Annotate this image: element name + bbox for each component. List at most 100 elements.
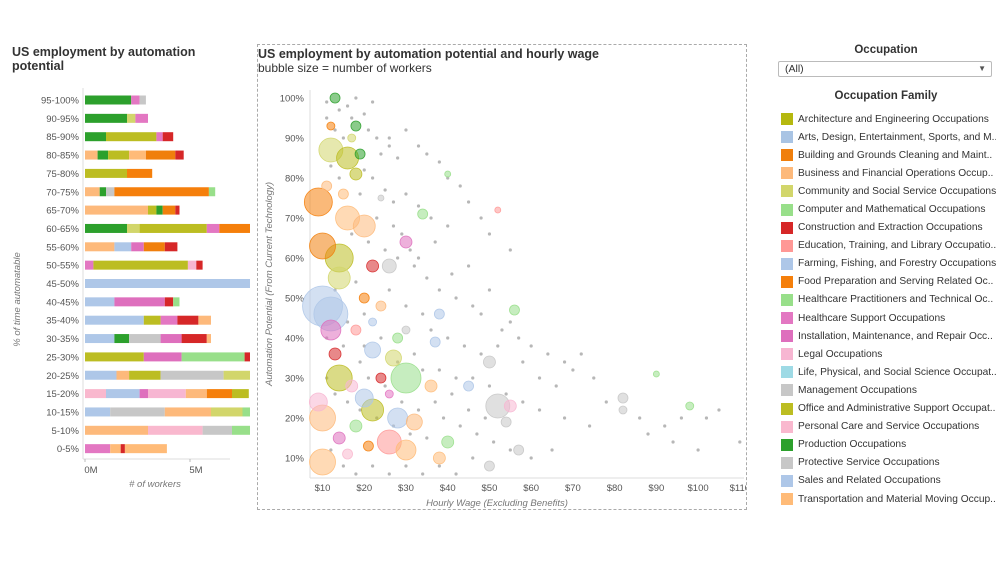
legend-item[interactable]: Food Preparation and Serving Related Oc.…: [781, 273, 996, 291]
bubble-point-small[interactable]: [345, 400, 350, 404]
bar-segment[interactable]: [143, 352, 182, 362]
bubble-point-small[interactable]: [354, 96, 358, 100]
bubble-point-small[interactable]: [458, 184, 462, 188]
bar-segment[interactable]: [85, 168, 127, 178]
bubble-point[interactable]: [349, 419, 363, 433]
bubble-point-small[interactable]: [458, 424, 462, 428]
legend-item[interactable]: Life, Physical, and Social Science Occup…: [781, 363, 996, 381]
bubble-point[interactable]: [345, 379, 359, 393]
bubble-point-small[interactable]: [366, 376, 371, 380]
legend-item[interactable]: Arts, Design, Entertainment, Sports, and…: [781, 128, 996, 146]
legend-item[interactable]: Legal Occupations: [781, 345, 996, 363]
bar-segment[interactable]: [148, 425, 203, 435]
legend-item[interactable]: Installation, Maintenance, and Repair Oc…: [781, 327, 996, 345]
bar-segment[interactable]: [85, 95, 132, 105]
bubble-point-small[interactable]: [508, 320, 512, 324]
bubble-point-small[interactable]: [341, 464, 345, 468]
legend-item[interactable]: Office and Administrative Support Occupa…: [781, 400, 996, 418]
bubble-point[interactable]: [390, 362, 422, 394]
bubble-point[interactable]: [385, 349, 402, 367]
legend-item[interactable]: Protective Service Occupations: [781, 454, 996, 472]
bubble-point-small[interactable]: [412, 352, 416, 356]
bar-segment[interactable]: [131, 242, 144, 252]
bubble-point-small[interactable]: [508, 248, 512, 252]
bubble-point-small[interactable]: [454, 472, 458, 476]
bubble-point-small[interactable]: [400, 400, 404, 404]
bubble-point-small[interactable]: [358, 192, 362, 196]
bubble-point-small[interactable]: [500, 328, 504, 332]
bubble-point-small[interactable]: [354, 280, 358, 284]
bubble-point[interactable]: [364, 341, 381, 359]
bubble-point-small[interactable]: [450, 272, 454, 276]
bubble-point-small[interactable]: [479, 216, 483, 220]
bubble-point-small[interactable]: [337, 176, 341, 180]
bubble-point[interactable]: [375, 372, 387, 384]
bubble-point[interactable]: [494, 206, 502, 214]
bar-segment[interactable]: [85, 187, 100, 197]
bubble-point-small[interactable]: [704, 416, 709, 420]
bar-segment[interactable]: [106, 187, 115, 197]
bubble-point-small[interactable]: [379, 152, 383, 156]
bar-segment[interactable]: [85, 352, 144, 362]
bar-segment[interactable]: [143, 242, 165, 252]
bubble-point-small[interactable]: [429, 328, 433, 332]
bar-segment[interactable]: [196, 260, 203, 270]
bar-segment[interactable]: [129, 334, 161, 344]
bar-segment[interactable]: [162, 205, 176, 215]
bar-segment[interactable]: [85, 407, 111, 417]
bubble-point-small[interactable]: [421, 312, 425, 316]
bar-segment[interactable]: [106, 132, 157, 142]
bubble-point-small[interactable]: [466, 264, 471, 268]
bar-segment[interactable]: [160, 334, 182, 344]
bar-segment[interactable]: [181, 352, 245, 362]
bubble-point[interactable]: [354, 148, 366, 160]
bar-segment[interactable]: [114, 242, 132, 252]
bubble-point-small[interactable]: [333, 128, 337, 132]
bubble-point-small[interactable]: [475, 432, 479, 436]
bar-segment[interactable]: [127, 168, 153, 178]
bubble-point-small[interactable]: [446, 336, 450, 340]
legend-item[interactable]: Computer and Mathematical Occupations: [781, 200, 996, 218]
bar-segment[interactable]: [160, 315, 178, 325]
bar-segment[interactable]: [85, 113, 127, 123]
bar-segment[interactable]: [198, 315, 211, 325]
bar-segment[interactable]: [242, 407, 251, 417]
bubble-point[interactable]: [503, 399, 517, 413]
bubble-point[interactable]: [350, 324, 362, 336]
bubble-point[interactable]: [483, 355, 496, 369]
bubble-point-small[interactable]: [537, 376, 542, 380]
bubble-point[interactable]: [320, 319, 342, 341]
bubble-point-small[interactable]: [663, 424, 667, 428]
bubble-point-small[interactable]: [375, 216, 379, 220]
bubble-point[interactable]: [617, 392, 629, 404]
bar-segment[interactable]: [85, 334, 115, 344]
bubble-point[interactable]: [618, 405, 628, 415]
bubble-point-small[interactable]: [362, 168, 366, 172]
bar-segment[interactable]: [232, 425, 250, 435]
bar-segment[interactable]: [97, 150, 109, 160]
bar-segment[interactable]: [181, 334, 207, 344]
bubble-point-small[interactable]: [387, 472, 391, 476]
bubble-point-small[interactable]: [537, 408, 542, 412]
bar-segment[interactable]: [164, 407, 211, 417]
bubble-point[interactable]: [321, 180, 333, 192]
bubble-point[interactable]: [652, 370, 660, 378]
bubble-point[interactable]: [309, 232, 336, 260]
legend-item[interactable]: Transportation and Material Moving Occup…: [781, 490, 996, 508]
bubble-point-small[interactable]: [416, 408, 421, 412]
bubble-point-small[interactable]: [483, 416, 487, 420]
bar-segment[interactable]: [85, 425, 148, 435]
bar-segment[interactable]: [114, 334, 130, 344]
legend-item[interactable]: Architecture and Engineering Occupations: [781, 110, 996, 128]
bubble-point-small[interactable]: [366, 128, 371, 132]
bubble-point[interactable]: [500, 416, 512, 428]
bubble-point-small[interactable]: [462, 344, 467, 348]
bubble-point-small[interactable]: [592, 376, 596, 380]
bubble-point-small[interactable]: [521, 360, 525, 364]
bubble-point-small[interactable]: [325, 100, 329, 104]
bubble-point-small[interactable]: [579, 352, 583, 356]
bubble-point-small[interactable]: [638, 416, 642, 420]
bubble-point-small[interactable]: [396, 256, 400, 260]
bar-segment[interactable]: [139, 95, 146, 105]
bubble-point-small[interactable]: [391, 200, 396, 204]
